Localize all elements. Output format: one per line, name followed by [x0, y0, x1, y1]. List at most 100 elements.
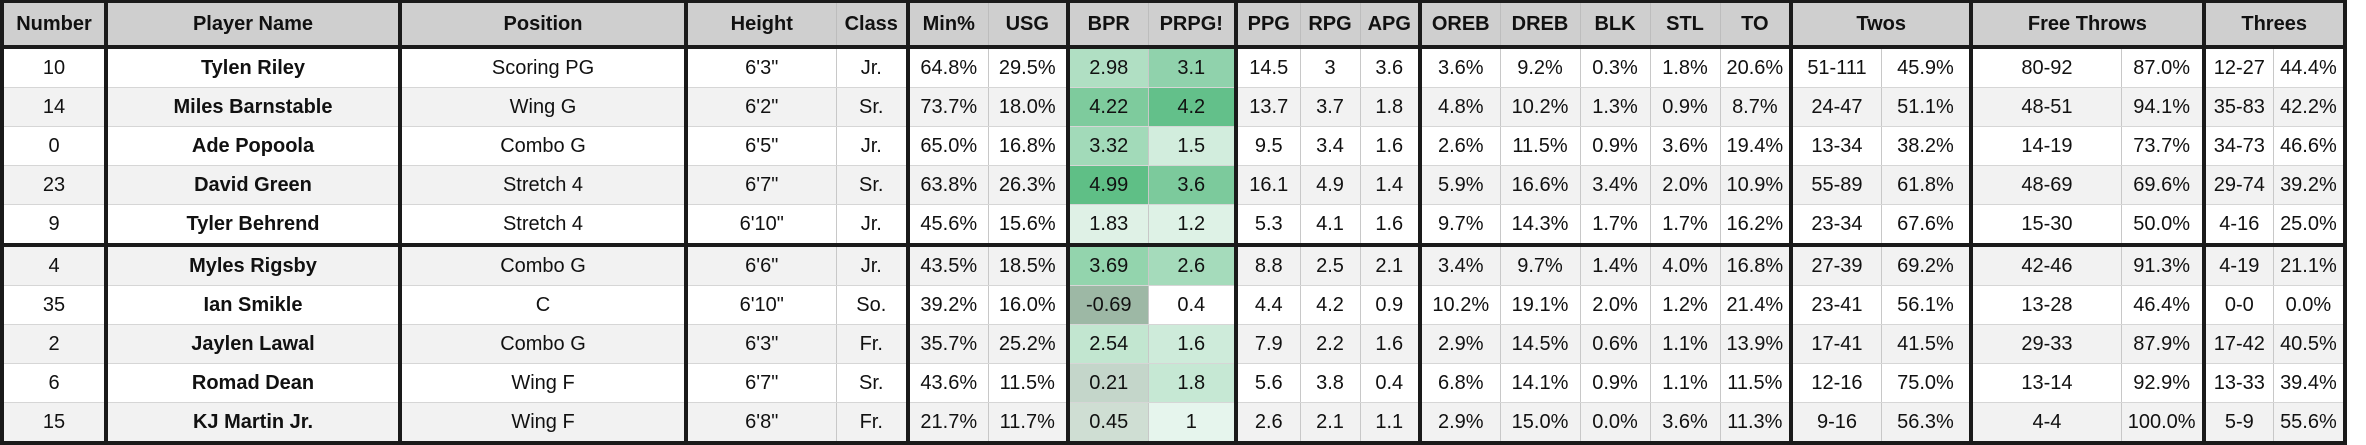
dreb-cell: 9.2% — [1499, 47, 1580, 88]
class-cell: Jr. — [835, 204, 908, 246]
twos-made-attempted-cell: 23-34 — [1789, 204, 1882, 246]
player-name-cell: Tyler Behrend — [104, 204, 400, 246]
header-blk[interactable]: BLK — [1579, 0, 1650, 49]
player-name-cell: Ade Popoola — [104, 126, 400, 166]
position-cell: Stretch 4 — [398, 165, 686, 205]
min-pct-cell: 43.5% — [906, 243, 988, 286]
usg-cell: 11.5% — [987, 363, 1068, 403]
header-position[interactable]: Position — [398, 0, 686, 49]
table-row[interactable]: 6 Romad Dean Wing F 6'7" Sr. 43.6% 11.5% 0.21 1.… — [0, 363, 2347, 403]
ft-pct-cell: 94.1% — [2120, 87, 2204, 127]
blk-cell: 1.7% — [1579, 204, 1650, 246]
number-cell: 14 — [0, 87, 106, 127]
header-player-name[interactable]: Player Name — [104, 0, 400, 49]
header-free-throws[interactable]: Free Throws — [1969, 0, 2204, 49]
header-dreb[interactable]: DREB — [1499, 0, 1580, 49]
table-row[interactable]: 23 David Green Stretch 4 6'7" Sr. 63.8% 26.3% 4… — [0, 165, 2347, 205]
header-rpg[interactable]: RPG — [1299, 0, 1360, 49]
header-usg[interactable]: USG — [987, 0, 1068, 49]
class-cell: Jr. — [835, 243, 908, 286]
header-apg[interactable]: APG — [1359, 0, 1420, 49]
height-cell: 6'10" — [684, 285, 836, 325]
threes-pct-cell: 0.0% — [2273, 285, 2347, 325]
position-cell: Scoring PG — [398, 47, 686, 88]
table-row[interactable]: 0 Ade Popoola Combo G 6'5" Jr. 65.0% 16.8% 3.32… — [0, 126, 2347, 166]
position-cell: Combo G — [398, 324, 686, 364]
stl-cell: 4.0% — [1649, 243, 1720, 286]
twos-pct-cell: 61.8% — [1880, 165, 1972, 205]
usg-cell: 18.0% — [987, 87, 1068, 127]
bpr-cell: 0.21 — [1066, 363, 1148, 403]
height-cell: 6'5" — [684, 126, 836, 166]
ft-pct-cell: 91.3% — [2120, 243, 2204, 286]
header-to[interactable]: TO — [1719, 0, 1792, 49]
number-cell: 10 — [0, 47, 106, 88]
player-name-cell: Myles Rigsby — [104, 243, 400, 286]
threes-made-attempted-cell: 5-9 — [2201, 402, 2274, 445]
threes-made-attempted-cell: 35-83 — [2201, 87, 2274, 127]
header-prpg[interactable]: PRPG! — [1147, 0, 1236, 49]
ft-pct-cell: 69.6% — [2120, 165, 2204, 205]
min-pct-cell: 35.7% — [906, 324, 988, 364]
height-cell: 6'7" — [684, 165, 836, 205]
header-height[interactable]: Height — [684, 0, 836, 49]
rpg-cell: 3.7 — [1299, 87, 1360, 127]
prpg-cell: 1.6 — [1147, 324, 1236, 364]
header-min-pct[interactable]: Min% — [906, 0, 988, 49]
ft-made-attempted-cell: 14-19 — [1969, 126, 2122, 166]
apg-cell: 0.9 — [1359, 285, 1420, 325]
dreb-cell: 16.6% — [1499, 165, 1580, 205]
twos-pct-cell: 67.6% — [1880, 204, 1972, 246]
twos-pct-cell: 69.2% — [1880, 243, 1972, 286]
header-stl[interactable]: STL — [1649, 0, 1720, 49]
number-cell: 35 — [0, 285, 106, 325]
header-oreb[interactable]: OREB — [1418, 0, 1500, 49]
class-cell: Sr. — [835, 87, 908, 127]
player-name-cell: Tylen Riley — [104, 47, 400, 88]
prpg-cell: 3.1 — [1147, 47, 1236, 88]
header-number[interactable]: Number — [0, 0, 106, 49]
blk-cell: 0.9% — [1579, 363, 1650, 403]
table-row[interactable]: 4 Myles Rigsby Combo G 6'6" Jr. 43.5% 18.5% 3.6… — [0, 243, 2347, 286]
table-row[interactable]: 9 Tyler Behrend Stretch 4 6'10" Jr. 45.6% 15.6… — [0, 204, 2347, 246]
bpr-cell: 0.45 — [1066, 402, 1148, 445]
table-row[interactable]: 14 Miles Barnstable Wing G 6'2" Sr. 73.7% 18.0… — [0, 87, 2347, 127]
prpg-cell: 1.5 — [1147, 126, 1236, 166]
ft-made-attempted-cell: 48-69 — [1969, 165, 2122, 205]
ft-pct-cell: 87.0% — [2120, 47, 2204, 88]
twos-pct-cell: 41.5% — [1880, 324, 1972, 364]
rpg-cell: 2.1 — [1299, 402, 1360, 445]
table-row[interactable]: 35 Ian Smikle C 6'10" So. 39.2% 16.0% -0.69 0.4 4… — [0, 285, 2347, 325]
ft-pct-cell: 50.0% — [2120, 204, 2204, 246]
threes-pct-cell: 39.2% — [2273, 165, 2347, 205]
ppg-cell: 5.3 — [1234, 204, 1300, 246]
header-class[interactable]: Class — [835, 0, 908, 49]
header-bpr[interactable]: BPR — [1066, 0, 1148, 49]
table-row[interactable]: 15 KJ Martin Jr. Wing F 6'8" Fr. 21.7% 11.7% 0.… — [0, 402, 2347, 445]
rpg-cell: 2.5 — [1299, 243, 1360, 286]
ft-pct-cell: 100.0% — [2120, 402, 2204, 445]
header-threes[interactable]: Threes — [2201, 0, 2347, 49]
header-ppg[interactable]: PPG — [1234, 0, 1300, 49]
bpr-cell: 2.98 — [1066, 47, 1148, 88]
apg-cell: 2.1 — [1359, 243, 1420, 286]
prpg-cell: 1.2 — [1147, 204, 1236, 246]
stl-cell: 3.6% — [1649, 402, 1720, 445]
twos-made-attempted-cell: 27-39 — [1789, 243, 1882, 286]
oreb-cell: 2.9% — [1418, 402, 1500, 445]
min-pct-cell: 45.6% — [906, 204, 988, 246]
to-cell: 8.7% — [1719, 87, 1792, 127]
usg-cell: 16.0% — [987, 285, 1068, 325]
table-row[interactable]: 10 Tylen Riley Scoring PG 6'3" Jr. 64.8% 29.5%… — [0, 47, 2347, 88]
prpg-cell: 4.2 — [1147, 87, 1236, 127]
rpg-cell: 3 — [1299, 47, 1360, 88]
blk-cell: 0.3% — [1579, 47, 1650, 88]
bpr-cell: 4.99 — [1066, 165, 1148, 205]
table-row[interactable]: 2 Jaylen Lawal Combo G 6'3" Fr. 35.7% 25.2% 2.5… — [0, 324, 2347, 364]
oreb-cell: 6.8% — [1418, 363, 1500, 403]
header-twos[interactable]: Twos — [1789, 0, 1972, 49]
twos-made-attempted-cell: 55-89 — [1789, 165, 1882, 205]
usg-cell: 26.3% — [987, 165, 1068, 205]
to-cell: 19.4% — [1719, 126, 1792, 166]
